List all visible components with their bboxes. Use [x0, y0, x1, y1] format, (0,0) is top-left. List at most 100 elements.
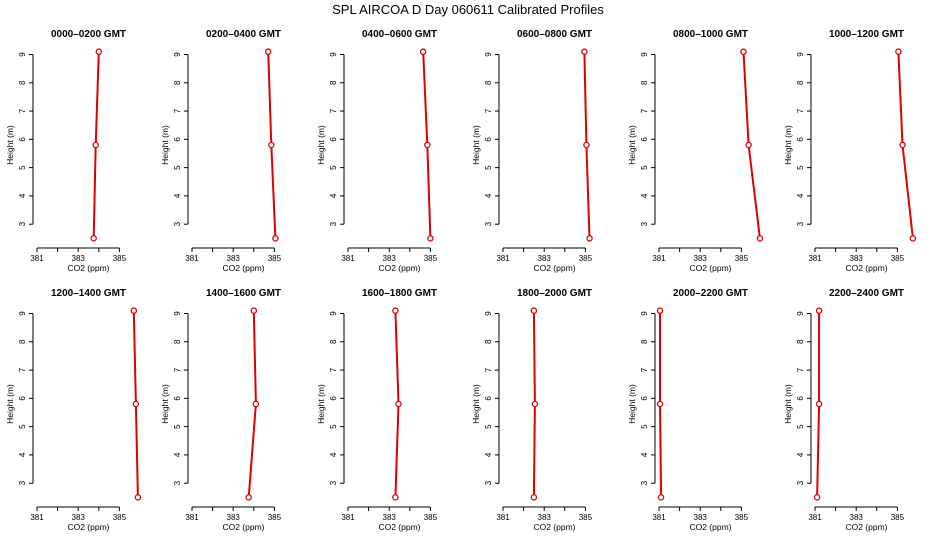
panel: 0400–0600 GMT 381 383 385 CO2 (ppm) 3 4 5 6 7 8 9 He… [316, 29, 438, 273]
x-tick-label: 385 [579, 513, 593, 522]
panel-title: 0600–0800 GMT [517, 29, 592, 40]
y-tick-label: 6 [796, 396, 805, 401]
y-tick-label: 8 [173, 80, 182, 85]
y-tick-label: 6 [484, 396, 493, 401]
panel: 1600–1800 GMT 381 383 385 CO2 (ppm) 3 4 5 6 7 8 9 He… [316, 288, 438, 532]
data-point [583, 141, 590, 149]
data-point [424, 141, 431, 149]
y-tick-label: 7 [18, 108, 27, 113]
x-axis-label: CO2 (ppm) [845, 263, 887, 273]
y-tick-label: 4 [484, 193, 493, 198]
y-tick-label: 4 [484, 452, 493, 457]
x-tick-label: 383 [227, 254, 241, 263]
y-tick-label: 3 [329, 480, 338, 485]
data-point [895, 48, 902, 55]
y-axis-label: Height (m) [5, 384, 15, 424]
panel-title: 1800–2000 GMT [517, 288, 592, 299]
data-point [95, 48, 103, 55]
data-point [530, 307, 538, 314]
y-tick-label: 9 [18, 52, 27, 57]
data-point [899, 141, 906, 149]
y-tick-label: 5 [640, 424, 649, 429]
y-tick-label: 9 [796, 52, 805, 57]
x-axis-label: CO2 (ppm) [378, 522, 420, 532]
y-tick-label: 3 [173, 480, 182, 485]
y-tick-label: 6 [329, 396, 338, 401]
y-tick-label: 5 [18, 424, 27, 429]
y-tick-label: 8 [796, 80, 805, 85]
data-point [245, 494, 252, 501]
data-point [530, 494, 538, 501]
x-tick-label: 383 [538, 254, 552, 263]
x-tick-label: 385 [268, 513, 282, 522]
panel: 2200–2400 GMT 381 383 385 CO2 (ppm) 3 4 5 6 7 8 9 He… [783, 288, 905, 532]
y-tick-label: 4 [640, 452, 649, 457]
y-axis-label: Height (m) [783, 384, 793, 424]
panel: 2000–2200 GMT 381 383 385 CO2 (ppm) 3 4 5 6 7 8 9 He… [627, 288, 749, 532]
x-axis-label: CO2 (ppm) [222, 263, 264, 273]
x-axis-label: CO2 (ppm) [67, 522, 109, 532]
y-axis-label: Height (m) [5, 125, 15, 165]
x-tick-label: 383 [538, 513, 552, 522]
data-point [815, 307, 823, 314]
x-axis-label: CO2 (ppm) [222, 522, 264, 532]
x-tick-label: 385 [424, 254, 438, 263]
panel-title: 2200–2400 GMT [829, 288, 904, 299]
data-point [745, 141, 752, 149]
data-point [813, 494, 821, 501]
y-tick-label: 4 [329, 452, 338, 457]
panel-title: 1400–1600 GMT [206, 288, 281, 299]
panel-title: 1000–1200 GMT [829, 29, 904, 40]
x-tick-label: 383 [72, 254, 86, 263]
x-tick-label: 383 [694, 254, 708, 263]
y-tick-label: 5 [173, 165, 182, 170]
x-axis-label: CO2 (ppm) [689, 263, 731, 273]
x-tick-label: 381 [341, 254, 355, 263]
y-tick-label: 8 [18, 80, 27, 85]
y-tick-label: 6 [329, 137, 338, 142]
y-tick-label: 8 [796, 339, 805, 344]
y-tick-label: 7 [173, 367, 182, 372]
data-point [740, 48, 747, 55]
y-axis-label: Height (m) [160, 384, 170, 424]
y-tick-label: 7 [640, 367, 649, 372]
y-tick-label: 7 [484, 367, 493, 372]
y-tick-label: 9 [484, 311, 493, 316]
y-tick-label: 6 [796, 137, 805, 142]
y-tick-label: 4 [796, 452, 805, 457]
data-point [392, 494, 399, 501]
y-tick-label: 5 [796, 424, 805, 429]
data-point [586, 235, 593, 242]
y-tick-label: 5 [640, 165, 649, 170]
data-point [130, 307, 138, 314]
y-tick-label: 6 [173, 396, 182, 401]
x-axis-label: CO2 (ppm) [533, 263, 575, 273]
x-tick-label: 385 [735, 513, 749, 522]
y-tick-label: 7 [18, 367, 27, 372]
data-point [656, 400, 664, 408]
x-axis-label: CO2 (ppm) [533, 522, 575, 532]
y-tick-label: 9 [173, 311, 182, 316]
data-point [531, 400, 539, 408]
panel: 1200–1400 GMT 381 383 385 CO2 (ppm) 3 4 5 6 7 8 9 He… [5, 288, 142, 532]
y-tick-label: 8 [640, 80, 649, 85]
y-tick-label: 4 [640, 193, 649, 198]
x-tick-label: 381 [341, 513, 355, 522]
y-tick-label: 9 [329, 52, 338, 57]
x-axis-label: CO2 (ppm) [845, 522, 887, 532]
panel-title: 1600–1800 GMT [362, 288, 437, 299]
x-tick-label: 383 [72, 513, 86, 522]
data-point [268, 141, 275, 149]
x-tick-label: 383 [383, 513, 397, 522]
panel: 1800–2000 GMT 381 383 385 CO2 (ppm) 3 4 5 6 7 8 9 He… [471, 288, 593, 532]
y-tick-label: 9 [640, 311, 649, 316]
data-point [656, 307, 664, 314]
y-tick-label: 8 [18, 339, 27, 344]
x-tick-label: 381 [185, 254, 199, 263]
y-tick-label: 8 [484, 339, 493, 344]
y-tick-label: 6 [173, 137, 182, 142]
panel-title: 0000–0200 GMT [51, 29, 126, 40]
y-tick-label: 8 [173, 339, 182, 344]
y-axis-label: Height (m) [471, 384, 481, 424]
